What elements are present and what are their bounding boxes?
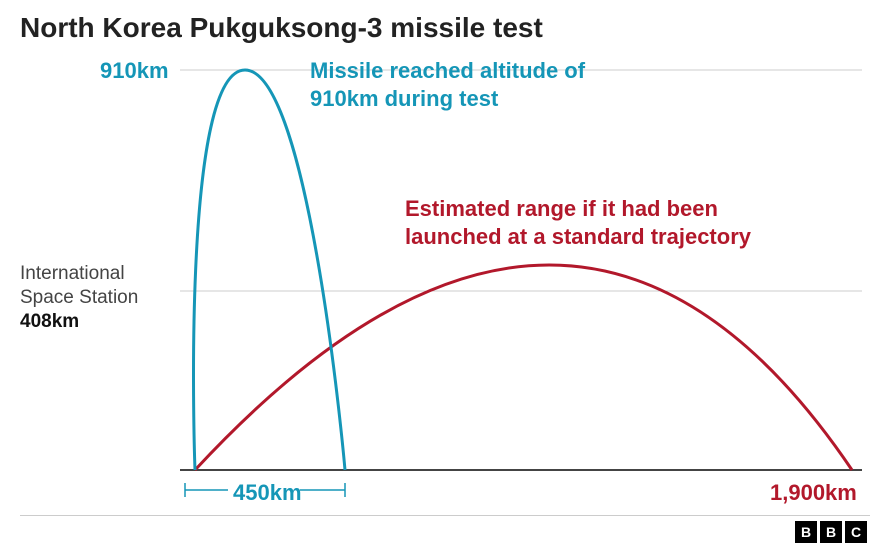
standard-trajectory-annotation: Estimated range if it had been launched … (405, 195, 751, 250)
range-end-label: 1,900km (770, 479, 857, 507)
iss-value: 408km (20, 310, 79, 334)
actual-trajectory-arc (194, 70, 345, 470)
apogee-label: 910km (100, 57, 169, 85)
bbc-block-2: B (820, 521, 842, 543)
actual-trajectory-annotation: Missile reached altitude of 910km during… (310, 57, 585, 112)
distance-bracket-label: 450km (233, 479, 302, 507)
bbc-block-3: C (845, 521, 867, 543)
bbc-logo: B B C (795, 521, 867, 543)
bbc-block-1: B (795, 521, 817, 543)
iss-label-line1: International (20, 262, 125, 286)
chart-container: North Korea Pukguksong-3 missile test 91… (0, 0, 890, 549)
footer-rule (20, 515, 870, 516)
iss-label-line2: Space Station (20, 286, 138, 310)
standard-trajectory-arc (195, 265, 852, 470)
